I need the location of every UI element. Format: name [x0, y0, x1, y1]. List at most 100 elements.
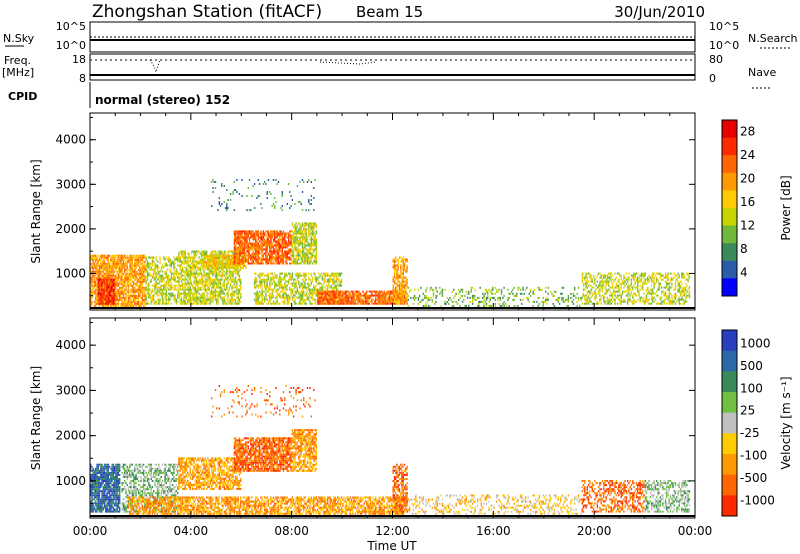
power-cell [258, 280, 261, 283]
power-cell [280, 238, 282, 241]
power-cell [124, 288, 126, 291]
power-cell [258, 290, 261, 293]
power-cell [214, 250, 217, 253]
power-cell [180, 300, 183, 303]
power-cell [240, 238, 242, 241]
power-cell [185, 272, 188, 275]
power-cell [111, 274, 113, 277]
power-cell [184, 296, 186, 299]
power-cell [126, 290, 128, 293]
power-cell [281, 246, 283, 249]
power-cell [153, 302, 155, 305]
power-cell [204, 272, 207, 275]
power-cell [343, 296, 345, 299]
power-cell [106, 276, 108, 279]
power-cell [263, 290, 266, 293]
power-cell [97, 298, 99, 301]
power-cell [124, 264, 126, 267]
power-cell [150, 278, 152, 281]
power-cell [93, 278, 96, 281]
power-cell [126, 254, 128, 257]
power-cell [218, 252, 220, 255]
power-cell [306, 260, 309, 263]
power-cell [298, 244, 300, 247]
power-cell [177, 260, 179, 263]
power-cell [379, 302, 382, 305]
power-cell [92, 276, 94, 279]
power-cell [125, 260, 127, 263]
power-cell [263, 248, 266, 251]
power-cell [178, 282, 180, 285]
power-cell [180, 280, 183, 283]
power-cell [301, 234, 304, 237]
power-cell [116, 266, 118, 269]
power-cell [217, 294, 219, 297]
power-cell [246, 250, 248, 253]
power-cell [272, 280, 275, 283]
power-cell [294, 248, 296, 251]
power-cell [376, 298, 378, 301]
power-cell [113, 280, 116, 283]
power-cell [318, 292, 320, 295]
power-cell [130, 264, 132, 267]
power-cell [219, 263, 222, 265]
power-cell [170, 292, 173, 295]
power-cell [325, 302, 328, 305]
power-cell [276, 236, 278, 239]
power-cell [412, 296, 415, 299]
power-cell [329, 302, 331, 305]
power-cell [246, 258, 248, 261]
power-cell [243, 230, 246, 233]
power-cell [158, 278, 160, 281]
power-cell [395, 268, 397, 271]
power-cell [193, 294, 195, 297]
power-cell [275, 244, 277, 247]
power-cell [396, 278, 398, 281]
power-cell [179, 300, 181, 303]
power-cell [182, 282, 184, 285]
power-cell [203, 265, 205, 267]
power-cell [252, 236, 254, 239]
power-cell [379, 292, 382, 295]
power-cell [402, 258, 404, 261]
power-cell [305, 256, 307, 259]
power-cell [448, 302, 450, 305]
power-cell [250, 236, 252, 239]
power-cell [216, 290, 218, 293]
power-cell [245, 246, 247, 249]
power-cell [212, 300, 214, 303]
power-cell [396, 284, 398, 287]
power-cell [218, 255, 220, 257]
power-cell [236, 282, 238, 285]
power-cell [233, 265, 236, 267]
power-cell [308, 232, 310, 235]
power-cell [304, 298, 306, 301]
power-cell [371, 298, 373, 301]
cpid-text: normal (stereo) 152 [95, 93, 230, 107]
power-cell [305, 294, 307, 297]
power-cell [261, 278, 263, 281]
power-cell [355, 298, 358, 301]
power-cell [306, 250, 309, 253]
power-cell [281, 238, 283, 241]
power-cell [119, 258, 121, 261]
power-cell [246, 236, 248, 239]
power-cell [253, 284, 256, 287]
power-cell [199, 266, 202, 269]
power-cell [320, 286, 323, 289]
power-cell [183, 282, 185, 285]
power-cell [175, 284, 178, 287]
power-cell [125, 268, 127, 271]
power-cell [243, 242, 246, 245]
power-cell [100, 264, 102, 267]
power-cell [115, 290, 117, 293]
power-cell [216, 265, 218, 267]
power-cell [139, 254, 141, 257]
power-cell [229, 298, 232, 301]
power-cell [212, 280, 214, 283]
power-cell [311, 228, 314, 231]
power-cell [134, 260, 136, 263]
power-cell [119, 262, 121, 265]
power-cell [158, 270, 160, 273]
power-cell [301, 236, 304, 239]
